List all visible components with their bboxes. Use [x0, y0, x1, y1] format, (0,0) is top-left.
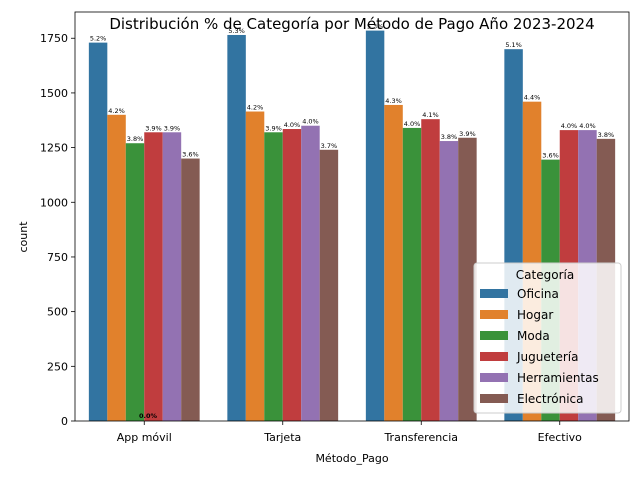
bar-hogar-2	[384, 104, 403, 421]
legend-title: Categoría	[516, 268, 574, 282]
legend: Categoría Oficina Hogar Moda Juguetería Herr…	[473, 262, 622, 414]
bar-label: 4.0%	[579, 122, 596, 130]
bar-label: 3.6%	[542, 152, 559, 160]
bar-label: 3.6%	[182, 151, 199, 159]
bar-moda-1	[264, 132, 283, 422]
bar-label: 5.1%	[505, 41, 522, 49]
bar-label: 4.4%	[524, 94, 541, 102]
bar-oficina-2	[365, 30, 385, 422]
bar-label: 3.8%	[598, 131, 615, 139]
x-tick-label: Tarjeta	[263, 431, 301, 444]
bar-hogar-1	[245, 111, 265, 422]
y-axis-ticks: 0 250 500 750 1000 1250 1500 1750	[40, 32, 75, 428]
legend-entry: Herramientas	[517, 371, 599, 385]
bar-herramientas-0	[162, 132, 182, 422]
legend-entry: Electrónica	[517, 392, 584, 406]
bar-label: 5.2%	[90, 35, 107, 43]
legend-entry: Hogar	[517, 308, 553, 322]
bar-juguetería-0	[144, 132, 163, 422]
bar-label: 4.3%	[385, 97, 402, 105]
legend-swatch	[480, 394, 508, 403]
legend-entry: Oficina	[517, 287, 559, 301]
x-tick-label: Efectivo	[538, 431, 583, 444]
plot-frame	[74, 11, 630, 422]
legend-swatch	[480, 373, 508, 382]
x-axis-label: Método_Pago	[315, 452, 388, 465]
y-tick-label: 0	[61, 415, 68, 428]
bar-label: 4.0%	[404, 120, 421, 128]
y-axis-label: count	[17, 221, 30, 253]
bar-moda-2	[402, 127, 422, 422]
chart-title: Distribución % de Categoría por Método d…	[109, 15, 594, 33]
y-tick-label: 1250	[40, 142, 68, 155]
bar-hogar-0	[107, 114, 126, 422]
y-tick-label: 1000	[40, 196, 68, 209]
bar-herramientas-1	[301, 125, 320, 421]
bar-moda-0	[125, 143, 145, 422]
bar-label: 3.8%	[441, 133, 458, 141]
legend-swatch	[480, 310, 508, 319]
legend-entry: Moda	[517, 329, 550, 343]
y-tick-label: 250	[47, 360, 68, 373]
legend-entry: Juguetería	[516, 350, 578, 364]
bar-label: 3.9%	[265, 124, 282, 132]
bar-label: 5.3%	[228, 27, 245, 35]
bar-electrónica-0	[181, 158, 200, 422]
bar-label: 4.2%	[247, 104, 264, 112]
bar-label: 3.9%	[164, 124, 181, 132]
x-tick-label: App móvil	[117, 431, 172, 444]
bar-juguetería-1	[282, 129, 302, 421]
bar-label: 4.0%	[302, 118, 319, 126]
y-tick-label: 500	[47, 306, 68, 319]
bar-label: 4.0%	[561, 122, 578, 130]
x-tick-label: Transferencia	[383, 431, 458, 444]
bar-herramientas-2	[439, 141, 459, 422]
zero-annotation: 0.0%	[139, 412, 158, 420]
bar-label: 5.3%	[367, 23, 384, 31]
y-tick-label: 750	[47, 251, 68, 264]
legend-swatch	[480, 352, 508, 361]
legend-swatch	[480, 331, 508, 340]
bar-electrónica-2	[458, 137, 477, 421]
y-tick-label: 1500	[40, 87, 68, 100]
bar-labels-group: 5.2%5.3%5.3%5.1%4.2% 4.2%4.3% 4.4%3.8%3.9%…	[90, 23, 614, 160]
bar-label: 4.0%	[284, 121, 301, 129]
bar-oficina-0	[88, 42, 108, 422]
legend-swatch	[480, 289, 508, 298]
x-axis-ticks: App móvil Tarjeta Transferencia Efectivo	[117, 421, 582, 444]
bar-oficina-1	[227, 34, 246, 421]
bar-label: 3.9%	[145, 124, 162, 132]
bar-label: 3.8%	[127, 135, 144, 143]
bar-label: 3.7%	[321, 142, 338, 150]
bar-label: 3.9%	[459, 130, 476, 138]
bar-label: 4.1%	[422, 111, 439, 119]
y-tick-label: 1750	[40, 32, 68, 45]
bar-electrónica-1	[319, 149, 339, 422]
legend-box	[473, 262, 622, 414]
bar-label: 4.2%	[108, 107, 125, 115]
bar-juguetería-2	[421, 119, 440, 422]
